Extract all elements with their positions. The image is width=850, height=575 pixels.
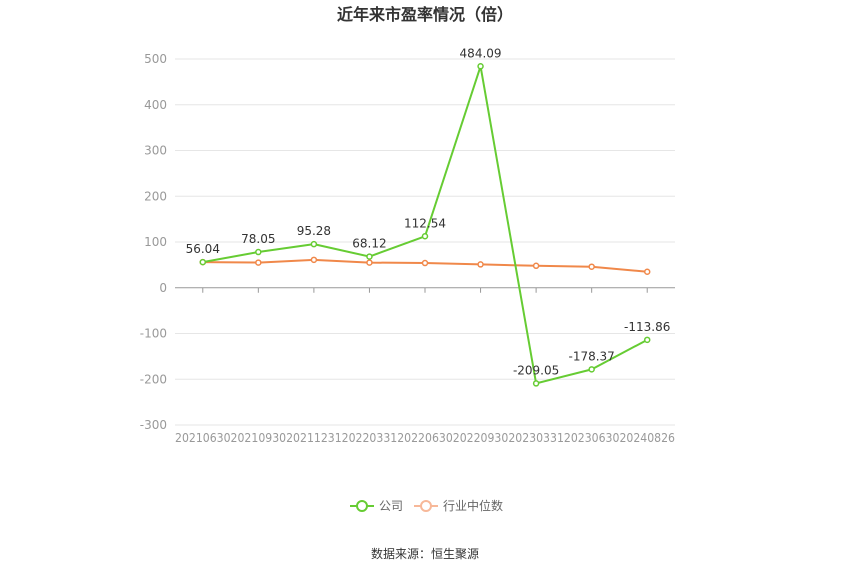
x-tick-label: 20220331	[342, 431, 398, 445]
y-tick-label: 0	[159, 281, 167, 295]
industry-median-point[interactable]	[366, 259, 373, 266]
company-data-label: 95.28	[297, 224, 331, 238]
company-data-label: -209.05	[513, 363, 559, 377]
x-tick-label: 20220630	[397, 431, 453, 445]
company-point[interactable]	[199, 258, 207, 266]
y-tick-label: 500	[144, 52, 167, 66]
y-tick-label: -100	[140, 327, 167, 341]
data-source: 数据来源：恒生聚源	[371, 546, 479, 561]
company-point[interactable]	[532, 380, 540, 387]
company-data-label: 68.12	[352, 237, 386, 251]
company-point[interactable]	[310, 240, 318, 248]
chart-title: 近年来市盈率情况（倍）	[337, 5, 513, 24]
company-point[interactable]	[477, 63, 484, 70]
x-tick-label: 20220930	[453, 431, 509, 445]
company-data-label: 112.54	[404, 216, 446, 230]
company-data-label: 484.09	[460, 46, 502, 60]
y-tick-label: -200	[140, 372, 167, 386]
company-point[interactable]	[421, 233, 429, 240]
company-point[interactable]	[255, 248, 262, 256]
industry-median-point[interactable]	[532, 262, 540, 270]
industry-median-point[interactable]	[421, 259, 429, 267]
x-tick-label: 20210930	[231, 431, 287, 445]
legend-company-marker	[356, 500, 368, 512]
company-data-label: -178.37	[569, 349, 615, 363]
company-point[interactable]	[643, 336, 651, 344]
industry-median-point[interactable]	[643, 268, 651, 275]
industry-median-point[interactable]	[477, 261, 484, 268]
company-data-label: 56.04	[186, 242, 220, 256]
x-tick-label: 20230630	[564, 431, 620, 445]
y-tick-label: -300	[140, 418, 167, 432]
x-tick-label: 20230331	[508, 431, 564, 445]
legend-item-company[interactable]: 公司	[350, 499, 403, 513]
x-tick-label: 20211231	[286, 431, 342, 445]
company-data-label: 78.05	[241, 232, 275, 246]
label-layer: 56.0478.0595.2868.12112.54484.09-209.05-…	[186, 46, 671, 377]
y-tick-label: 100	[144, 235, 167, 249]
legend-industry-label: 行业中位数	[443, 498, 503, 513]
industry-median-point[interactable]	[255, 259, 262, 266]
industry-median-point[interactable]	[310, 256, 318, 264]
series-layer	[199, 63, 651, 387]
company-point[interactable]	[588, 366, 595, 373]
company-point[interactable]	[366, 253, 373, 260]
x-tick-label: 20240826	[619, 431, 675, 445]
legend-item-industry-median[interactable]: 行业中位数	[414, 498, 503, 513]
y-tick-label: 300	[144, 144, 167, 158]
y-tick-label: 400	[144, 98, 167, 112]
x-tick-label: 20210630	[175, 431, 231, 445]
industry-median-point[interactable]	[588, 263, 595, 270]
grid-layer	[175, 58, 675, 426]
y-tick-label: 200	[144, 189, 167, 203]
company-data-label: -113.86	[624, 320, 670, 334]
legend-industry-marker	[420, 500, 432, 512]
legend: 公司 行业中位数	[350, 498, 503, 513]
legend-company-label: 公司	[379, 499, 403, 513]
